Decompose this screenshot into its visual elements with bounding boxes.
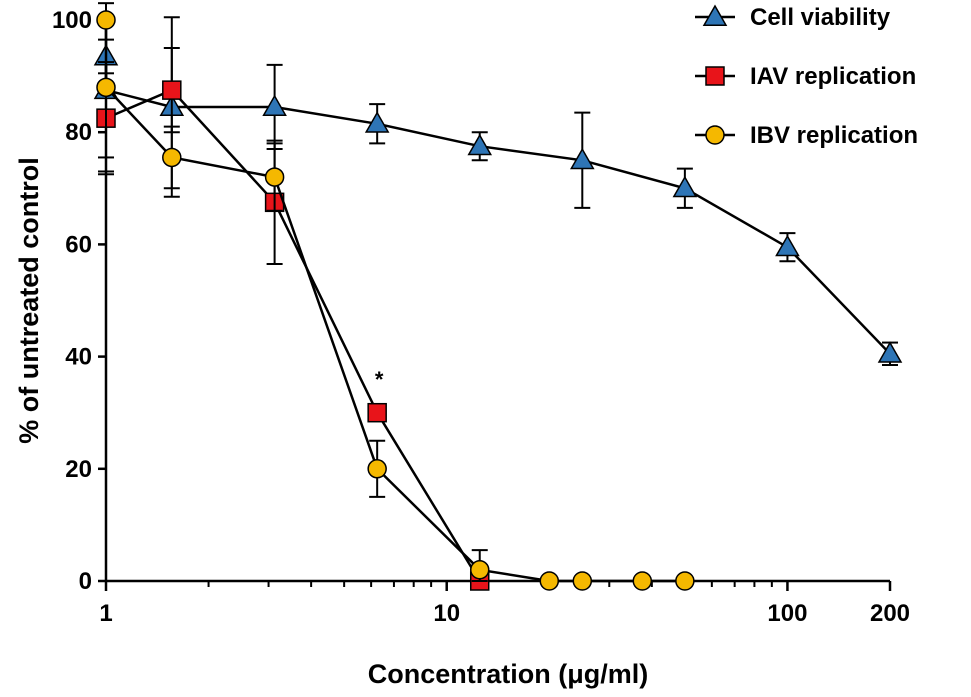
data-point (675, 571, 695, 591)
y-axis-title-group: % of untreated control (14, 157, 44, 444)
data-point (877, 341, 903, 363)
series-line (105, 88, 481, 582)
data-point (632, 571, 653, 591)
data-point (539, 571, 560, 591)
y-tick-label: 0 (79, 568, 92, 595)
y-tick-label: 80 (65, 119, 92, 146)
x-axis-title: Concentration (μg/ml) (368, 659, 649, 689)
data-point (367, 459, 387, 479)
data-point (96, 10, 116, 30)
data-point (96, 77, 116, 98)
series-circle (96, 2, 695, 591)
legend-item: IBV replication (695, 122, 918, 149)
legend-marker (705, 125, 725, 145)
data-point (572, 571, 593, 591)
y-tick-label: 100 (52, 7, 92, 34)
series-line (104, 56, 891, 355)
series-line (104, 20, 685, 583)
x-tick-label: 1 (99, 600, 112, 627)
data-point (570, 147, 595, 170)
data-point (162, 147, 182, 168)
y-tick-label: 60 (65, 231, 92, 258)
x-tick-label: 10 (433, 600, 460, 627)
data-point (367, 402, 387, 423)
data-point (775, 234, 800, 257)
legend-item: IAV replication (695, 63, 916, 90)
significance-asterisk: * (375, 367, 384, 392)
y-axis-title: % of untreated control (14, 157, 44, 444)
legend-marker (702, 4, 728, 26)
legend-label: Cell viability (750, 4, 891, 31)
data-point (364, 111, 390, 133)
data-point (162, 80, 182, 100)
legend-label: IBV replication (750, 122, 918, 149)
y-tick-label: 20 (65, 456, 92, 483)
data-point (264, 167, 285, 187)
legend-label: IAV replication (750, 63, 916, 90)
y-tick-label: 40 (65, 344, 92, 371)
data-point (262, 94, 287, 116)
legend-item: Cell viability (695, 4, 891, 31)
data-point (467, 133, 493, 156)
x-tick-label: 100 (767, 600, 807, 627)
data-point (672, 175, 698, 198)
legend-marker (705, 66, 725, 86)
data-point (469, 560, 490, 580)
series-square (96, 47, 490, 591)
x-tick-label: 200 (870, 600, 910, 627)
